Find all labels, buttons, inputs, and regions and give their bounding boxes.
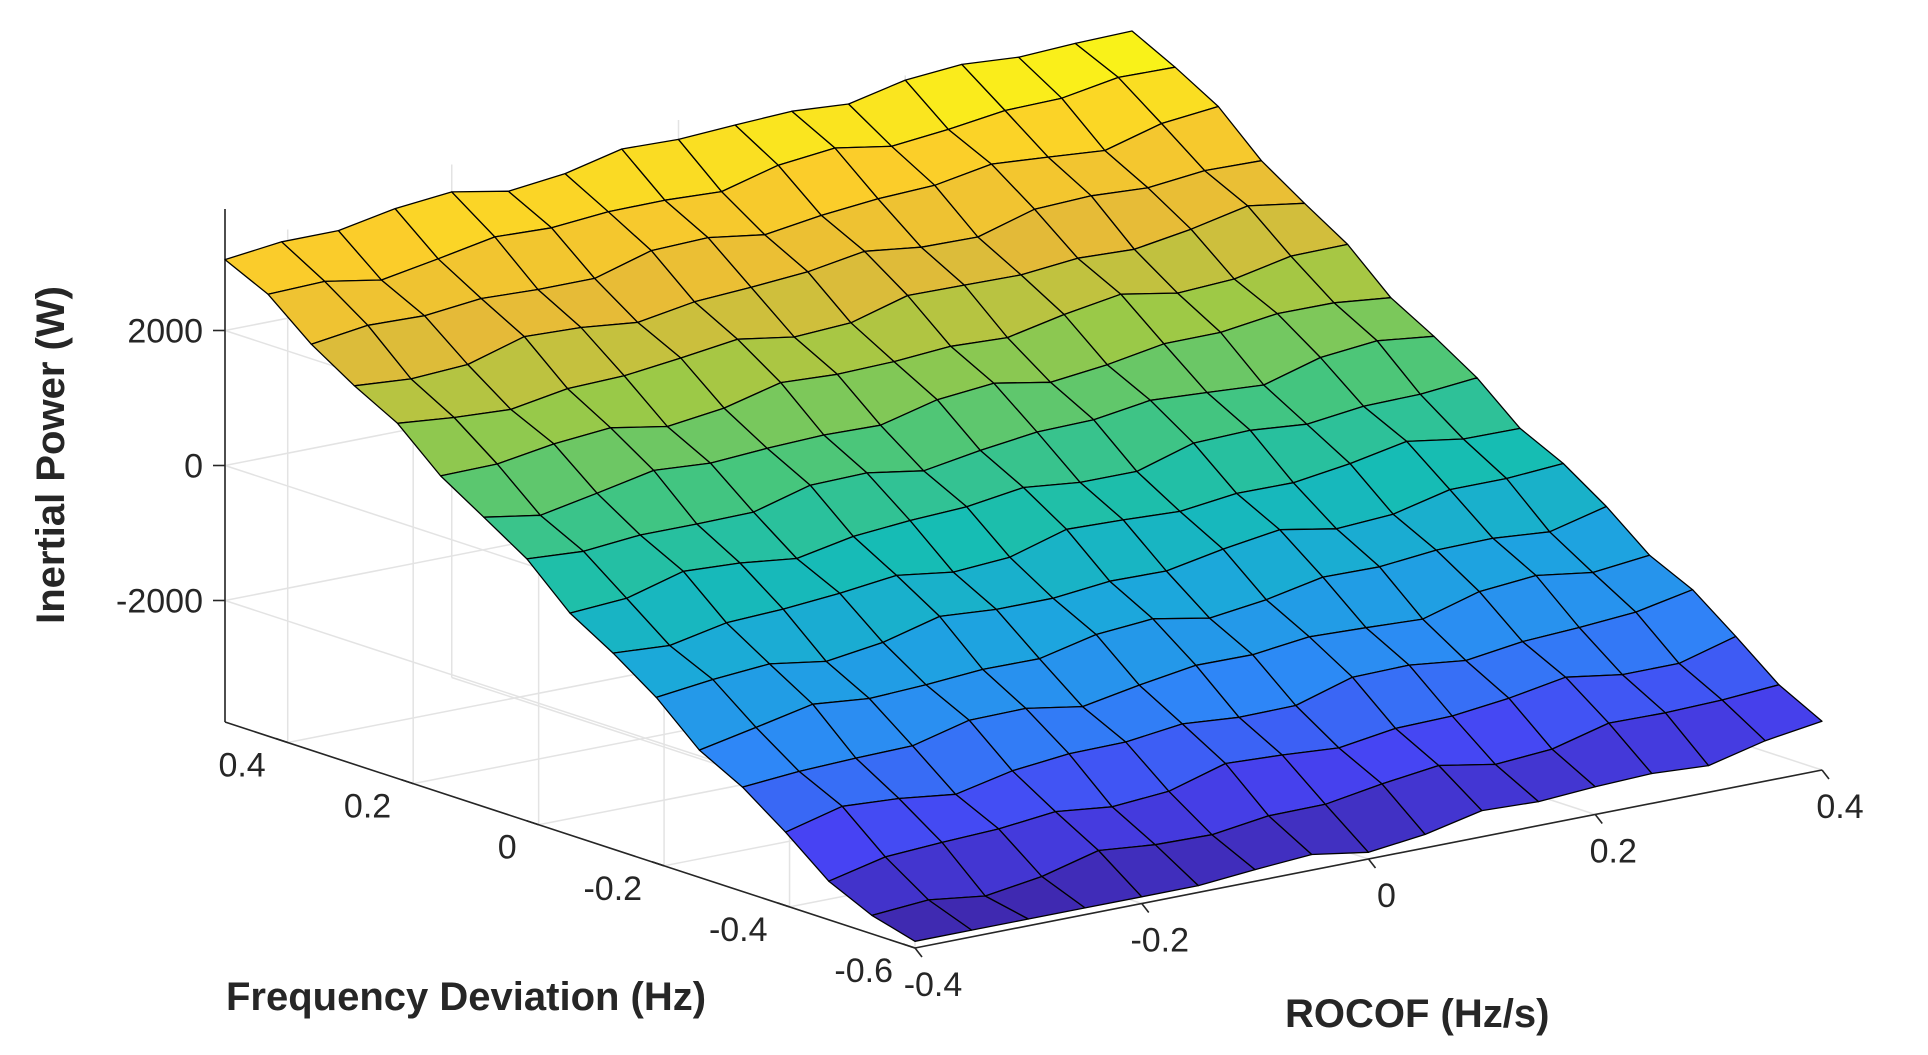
z-tick-label: 0 <box>184 448 203 486</box>
y-tick-label: -0.2 <box>583 870 642 908</box>
x-tick-label: -0.2 <box>1130 922 1189 960</box>
y-tick-label: 0.2 <box>344 788 391 826</box>
x-tick-mark <box>1594 814 1603 824</box>
x-tick-mark <box>1821 769 1830 780</box>
y-tick-label: -0.4 <box>709 911 768 949</box>
x-axis-title: ROCOF (Hz/s) <box>1285 992 1549 1036</box>
y-tick-label: -0.6 <box>834 952 893 990</box>
x-tick-label: 0.4 <box>1816 788 1863 826</box>
x-tick-label: 0 <box>1377 877 1396 915</box>
surface-patch <box>1721 684 1823 742</box>
x-tick-label: 0.2 <box>1590 833 1637 871</box>
x-tick-label: -0.4 <box>904 966 963 1004</box>
x-tick-mark <box>914 947 923 958</box>
y-tick-mark <box>400 778 414 785</box>
tick-layer: -0.4 -0.2 0 0.2 0.4 -0.6 -0.4 -0.2 0 0.2 0.4 -2000 0… <box>116 313 1864 1005</box>
y-tick-mark <box>526 819 539 826</box>
y-tick-mark <box>777 902 790 908</box>
z-tick-label: 2000 <box>127 313 203 351</box>
y-tick-mark <box>275 737 288 744</box>
surface-layer <box>224 30 1823 942</box>
y-tick-label: 0 <box>498 829 517 867</box>
z-axis-title: Inertial Power (W) <box>29 286 73 624</box>
z-tick-label: -2000 <box>116 583 203 621</box>
y-tick-label: 0.4 <box>218 747 265 785</box>
y-axis-line <box>224 721 916 949</box>
x-tick-mark <box>1367 858 1377 869</box>
y-tick-mark <box>651 861 665 867</box>
y-axis-title: Frequency Deviation (Hz) <box>226 975 706 1019</box>
y-tick-mark <box>902 943 916 949</box>
x-tick-mark <box>1141 903 1150 913</box>
